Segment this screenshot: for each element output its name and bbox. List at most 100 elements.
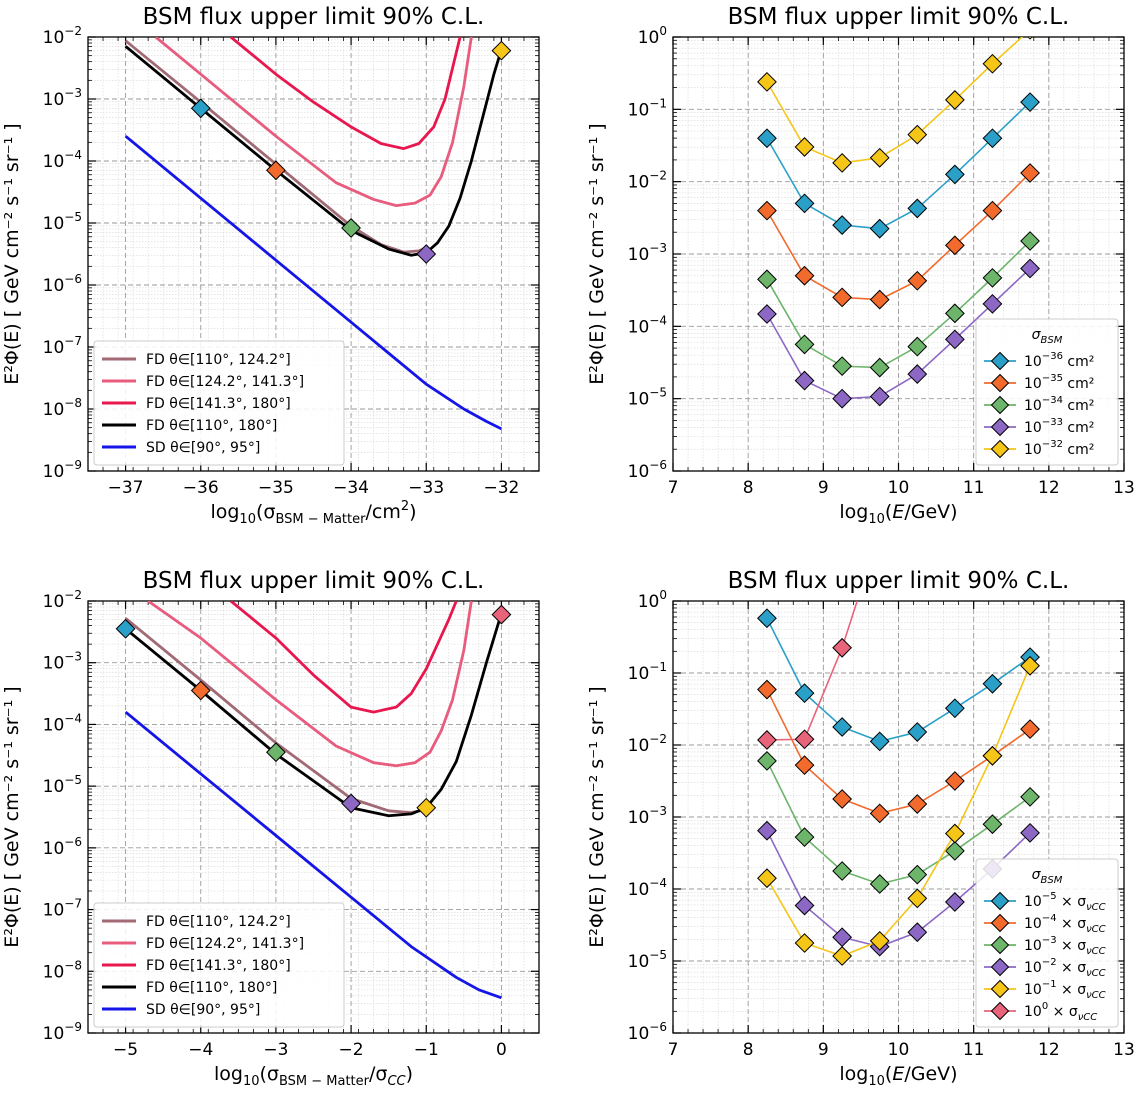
data-point-marker (944, 164, 965, 185)
data-point-marker (757, 679, 777, 700)
legend-label-part: 10 (1024, 938, 1042, 954)
xlabel-sub: CC (387, 1074, 406, 1089)
legend-label-part: cm² (1063, 442, 1094, 458)
data-point-marker (982, 673, 1003, 694)
legend-title: σBSM (1032, 867, 1063, 886)
y-tick-label: 10−6 (43, 835, 82, 859)
panel-bl: −5 −4 −3 −2 −1 010−910−810−710−610−510−410−31… (1, 568, 540, 1089)
legend-label: 10−2 × σνCC (1024, 957, 1106, 979)
data-point-marker (944, 329, 965, 350)
x-tick-label: 7 (668, 1040, 679, 1060)
data-point-marker (832, 717, 853, 737)
series-line-2 (766, 760, 1031, 885)
data-point-marker (869, 289, 890, 310)
data-point-marker (794, 895, 815, 916)
legend-label: 10−32 cm² (1024, 439, 1094, 458)
y-tick-base: 10 (43, 777, 65, 797)
legend-label: FD θ∈[141.3°, 180°] (146, 958, 291, 974)
data-point-marker (982, 294, 1003, 314)
x-tick-label: 12 (1038, 478, 1060, 498)
highlight-marker (416, 244, 437, 264)
x-tick-label: 13 (1113, 1040, 1135, 1060)
data-point-marker (832, 215, 853, 235)
legend-label: 10−34 cm² (1024, 395, 1094, 414)
x-tick-label: 12 (1038, 1040, 1060, 1060)
legend-marker (990, 417, 1010, 437)
x-axis-label: log10(E/GeV) (839, 501, 957, 527)
xlabel-part: (σ (259, 1063, 278, 1085)
x-tick-label: −5 (113, 1040, 138, 1060)
data-point-marker (869, 803, 890, 824)
legend-label-part: 10 (1024, 960, 1042, 976)
y-tick-label: 10−1 (628, 96, 667, 120)
legend-label: FD θ∈[141.3°, 180°] (146, 396, 291, 412)
legend-label: FD θ∈[110°, 124.2°] (146, 352, 291, 368)
legend-marker (990, 913, 1010, 933)
series-line-4 (124, 711, 502, 1000)
data-point-marker (832, 152, 853, 173)
y-tick-base: 10 (43, 152, 65, 172)
y-tick-base: 10 (43, 901, 65, 921)
panel-br: 7 8 9 10 11 12 1310−610−510−410−310−210−1100BS… (586, 568, 1135, 1089)
y-axis-label: E²Φ(E) [ GeV cm⁻² s⁻¹ sr⁻¹ ] (1, 686, 23, 947)
y-tick-base: 10 (43, 400, 65, 420)
y-tick-label: 10−5 (43, 210, 82, 234)
legend-label: SD θ∈[90°, 95°] (146, 440, 260, 456)
data-point-marker (1020, 786, 1040, 807)
y-tick-base: 10 (638, 28, 660, 48)
legend-label-exp: −4 (1042, 913, 1057, 924)
xlabel-part: log (210, 501, 239, 523)
legend-label: SD θ∈[90°, 95°] (146, 1002, 260, 1018)
legend-label-exp: −35 (1042, 373, 1063, 384)
y-tick-base: 10 (628, 1024, 650, 1044)
y-tick-label: 10−6 (628, 458, 667, 482)
data-point-marker (794, 683, 815, 704)
y-tick-exponent: −4 (64, 711, 82, 725)
legend-marker (990, 979, 1010, 999)
legend-title-sub: BSM (1041, 335, 1063, 346)
y-tick-label: 10−2 (628, 732, 667, 756)
xlabel-part: log (214, 1063, 243, 1085)
y-tick-base: 10 (628, 664, 650, 684)
data-point-marker (982, 814, 1003, 835)
y-tick-base: 10 (43, 839, 65, 859)
legend-marker (990, 957, 1010, 977)
data-point-marker (907, 336, 928, 357)
y-tick-label: 10−7 (43, 897, 82, 921)
y-tick-label: 10−2 (43, 24, 82, 48)
x-tick-label: 7 (668, 478, 679, 498)
y-tick-exponent: −4 (649, 313, 667, 327)
x-tick-label: −36 (183, 478, 219, 498)
legend-label-part: × σ (1057, 982, 1087, 998)
y-tick-base: 10 (43, 715, 65, 735)
data-point-marker (794, 137, 815, 157)
legend-label-part: 10 (1024, 1004, 1042, 1020)
legend-label-part: × σ (1057, 960, 1087, 976)
data-point-marker (794, 193, 815, 214)
data-point-marker (832, 356, 853, 377)
y-tick-label: 10−5 (43, 773, 82, 797)
x-tick-label: 11 (963, 478, 985, 498)
y-tick-label: 100 (638, 24, 667, 48)
highlight-marker (341, 218, 361, 238)
data-point-marker (869, 874, 890, 894)
highlight-marker (416, 797, 437, 818)
legend-label-part: 10 (1024, 398, 1042, 414)
y-tick-exponent: −2 (64, 24, 82, 38)
x-tick-label: 0 (496, 1040, 507, 1060)
x-tick-label: 9 (818, 478, 829, 498)
highlight-marker (190, 98, 211, 119)
data-point-marker (832, 388, 853, 409)
y-tick-exponent: −1 (649, 660, 667, 674)
x-tick-label: −2 (339, 1040, 364, 1060)
panel-tl: −37 −36 −35 −34 −33 −3210−910−810−710−610−510… (1, 4, 540, 527)
legend-title-sub: BSM (1041, 875, 1063, 886)
data-point-marker (907, 794, 928, 814)
y-tick-exponent: −7 (64, 897, 82, 911)
xlabel-part: E (892, 501, 904, 523)
data-point-marker (907, 270, 928, 291)
legend-label-exp: −32 (1042, 439, 1063, 450)
data-point-marker (907, 198, 928, 219)
legend-label-part: 10 (1024, 354, 1042, 370)
